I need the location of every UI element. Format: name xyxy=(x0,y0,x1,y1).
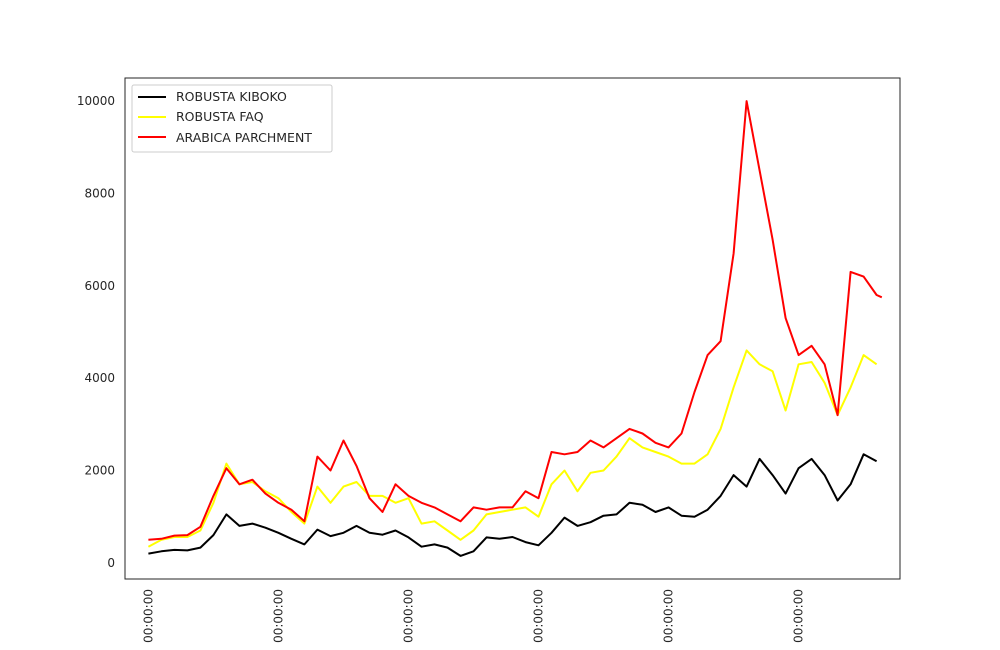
y-tick-label: 10000 xyxy=(77,94,115,108)
legend-label-1: ROBUSTA FAQ xyxy=(176,109,264,124)
y-tick-label: 8000 xyxy=(84,186,115,200)
x-tick-label: 00:00:00 xyxy=(792,589,806,643)
y-tick-label: 2000 xyxy=(84,463,115,477)
x-tick-label: 00:00:00 xyxy=(662,589,676,643)
y-tick-label: 0 xyxy=(107,556,115,570)
legend-box xyxy=(131,84,333,153)
x-tick-label: 00:00:00 xyxy=(141,589,155,643)
x-tick-label: 00:00:00 xyxy=(532,589,546,643)
plot-frame xyxy=(124,77,901,580)
legend-label-0: ROBUSTA KIBOKO xyxy=(176,89,287,104)
y-tick-label: 6000 xyxy=(84,279,115,293)
x-tick-label: 00:00:00 xyxy=(401,589,415,643)
series-line-2 xyxy=(148,100,883,541)
y-tick-label: 4000 xyxy=(84,371,115,385)
series-line-0 xyxy=(148,453,878,557)
series-line-1 xyxy=(147,349,878,548)
x-tick-label: 00:00:00 xyxy=(271,589,285,643)
legend: ROBUSTA KIBOKO ROBUSTA FAQ ARABICA PARCH… xyxy=(131,84,333,153)
legend-label-2: ARABICA PARCHMENT xyxy=(176,130,312,145)
